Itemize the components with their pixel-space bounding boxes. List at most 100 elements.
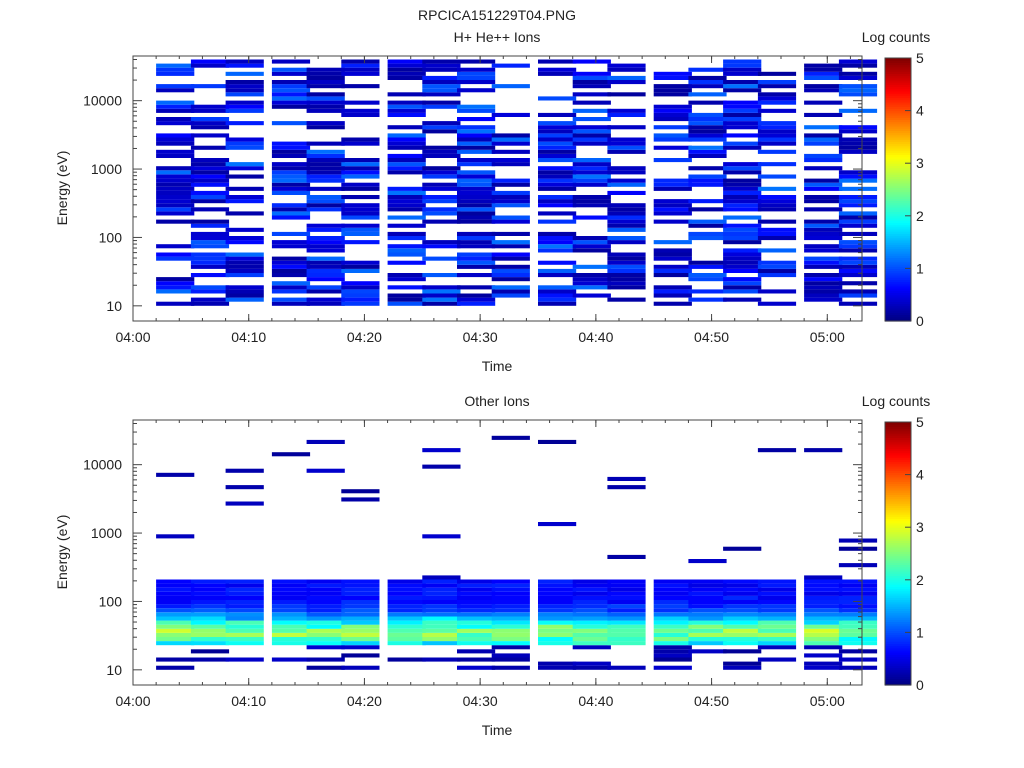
- heatmap-cell: [757, 186, 797, 191]
- heatmap-cell: [387, 231, 426, 236]
- heatmap-cell: [838, 616, 878, 621]
- colorbar-segment: [885, 213, 911, 217]
- heatmap-cell: [271, 104, 311, 109]
- heatmap-cell: [538, 661, 577, 666]
- colorbar-segment: [885, 196, 911, 199]
- heatmap-cell: [271, 273, 311, 278]
- heatmap-cell: [341, 260, 380, 265]
- heatmap-cell: [387, 104, 426, 109]
- heatmap-cell: [804, 583, 843, 588]
- heatmap-cell: [225, 88, 264, 93]
- heatmap-cell: [387, 75, 426, 80]
- heatmap-cell: [156, 600, 195, 605]
- heatmap-cell: [491, 162, 530, 167]
- colorbar-segment: [885, 270, 911, 274]
- heatmap-cell: [341, 71, 380, 76]
- heatmap-cell: [225, 92, 264, 97]
- heatmap-cell: [572, 591, 611, 596]
- heatmap-cell: [723, 207, 762, 212]
- heatmap-cell: [607, 240, 646, 245]
- heatmap-cell: [688, 273, 727, 278]
- heatmap-cell: [225, 141, 264, 146]
- heatmap-cell: [341, 264, 380, 269]
- colorbar-segment: [885, 647, 911, 651]
- heatmap-cell: [306, 583, 345, 588]
- heatmap-cell: [653, 182, 692, 187]
- heatmap-cell: [723, 199, 762, 204]
- heatmap-cell: [341, 137, 380, 142]
- colorbar-segment: [885, 150, 911, 153]
- heatmap-cell: [306, 277, 345, 282]
- heatmap-cell: [387, 628, 426, 633]
- heatmap-cell: [804, 88, 843, 93]
- heatmap-cell: [804, 579, 843, 584]
- heatmap-cell: [838, 579, 878, 584]
- heatmap-cell: [723, 281, 762, 286]
- colorbar-segment: [885, 99, 911, 103]
- heatmap-cell: [422, 244, 461, 249]
- heatmap-cell: [156, 665, 195, 670]
- heatmap-cell: [572, 174, 611, 179]
- colorbar-segment: [885, 514, 911, 517]
- heatmap-cell: [757, 595, 797, 600]
- colorbar-segment: [885, 167, 911, 171]
- heatmap-cell: [387, 236, 426, 241]
- colorbar-segment: [885, 573, 911, 577]
- heatmap-cell: [341, 227, 380, 232]
- colorbar-segment: [885, 625, 911, 629]
- colorbar-segment: [885, 496, 911, 500]
- heatmap-cell: [271, 264, 311, 269]
- colorbar-segment: [885, 682, 911, 686]
- heatmap-cell: [607, 264, 646, 269]
- heatmap-cell: [156, 141, 195, 146]
- colorbar-segment: [885, 123, 911, 127]
- heatmap-cell: [838, 264, 878, 269]
- heatmap-cell: [804, 281, 843, 286]
- heatmap-cell: [190, 133, 230, 138]
- heatmap-cell: [306, 166, 345, 171]
- heatmap-cell: [306, 100, 345, 105]
- colorbar-segment: [885, 608, 911, 612]
- heatmap-cell: [538, 273, 577, 278]
- x-tick-label: 04:50: [694, 329, 729, 345]
- heatmap-cell: [387, 273, 426, 278]
- heatmap-cell: [607, 297, 646, 302]
- heatmap-cell: [838, 587, 878, 592]
- heatmap-cell: [190, 145, 230, 150]
- colorbar-segment: [885, 485, 911, 489]
- heatmap-cell: [271, 268, 311, 273]
- colorbar-segment: [885, 244, 911, 248]
- heatmap-cell: [607, 170, 646, 175]
- heatmap-cell: [422, 129, 461, 134]
- colorbar-segment: [885, 636, 911, 640]
- heatmap-cell: [607, 227, 646, 232]
- heatmap-cell: [804, 67, 843, 72]
- heatmap-cell: [607, 277, 646, 282]
- heatmap-cell: [572, 170, 611, 175]
- heatmap-cell: [653, 657, 692, 662]
- heatmap-cell: [457, 75, 496, 80]
- heatmap-cell: [341, 141, 380, 146]
- colorbar-segment: [885, 481, 911, 484]
- heatmap-cell: [723, 190, 762, 195]
- heatmap-cell: [457, 162, 496, 167]
- colorbar-segment: [885, 316, 911, 320]
- heatmap-cell: [838, 129, 878, 134]
- heatmap-cell: [156, 178, 195, 183]
- colorbar-tick-label: 3: [916, 519, 924, 535]
- heatmap-cell: [306, 207, 345, 212]
- heatmap-cell: [190, 170, 230, 175]
- heatmap-cell: [653, 616, 692, 621]
- heatmap-cell: [271, 186, 311, 191]
- heatmap-cell: [572, 92, 611, 97]
- heatmap-cell: [491, 620, 530, 625]
- heatmap-cell: [653, 641, 692, 646]
- colorbar-tick-label: 1: [916, 624, 924, 640]
- heatmap-cell: [341, 641, 380, 646]
- colorbar-tick-label: 2: [916, 208, 924, 224]
- colorbar-segment: [885, 62, 911, 66]
- heatmap-cell: [838, 174, 878, 179]
- colorbar-segment: [885, 676, 911, 680]
- heatmap-cell: [838, 289, 878, 294]
- colorbar-segment: [885, 498, 911, 502]
